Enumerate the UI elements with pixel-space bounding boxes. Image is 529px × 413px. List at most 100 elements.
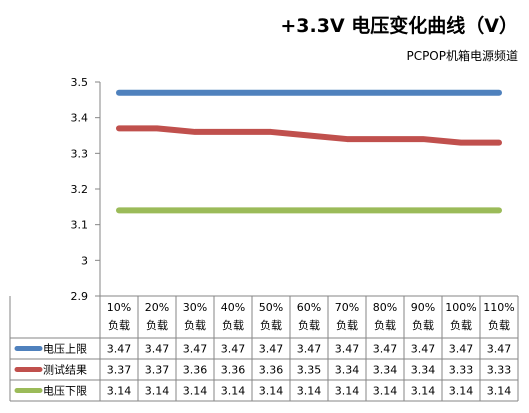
x-category-label: 70% xyxy=(335,301,359,314)
data-point xyxy=(384,138,386,140)
x-category-label: 负载 xyxy=(374,318,396,332)
series-lines xyxy=(116,89,502,214)
data-table: 10% 负载 20% 负载 30% 负载 40% 负载 50% 负载 60% 负载 70% 负载 80% 负载… xyxy=(9,296,519,402)
x-category-label: 100% xyxy=(445,301,476,314)
data-label: 3.47 xyxy=(335,343,360,356)
data-label: 3.47 xyxy=(259,343,284,356)
data-point xyxy=(156,209,158,212)
y-tick-label: 3.5 xyxy=(71,76,89,89)
data-label: 3.34 xyxy=(373,364,398,377)
data-label: 3.47 xyxy=(145,343,170,356)
y-tick-label: 3 xyxy=(81,254,88,267)
x-category-label: 80% xyxy=(373,301,397,314)
x-category-label: 负载 xyxy=(412,318,434,332)
x-category-label: 负载 xyxy=(336,318,358,332)
x-category-label: 10% xyxy=(107,301,131,314)
data-label: 3.47 xyxy=(297,343,322,356)
data-label: 3.36 xyxy=(259,364,284,377)
data-point xyxy=(118,127,120,130)
y-tick-label: 2.9 xyxy=(71,290,89,303)
x-category-label: 110% xyxy=(483,301,514,314)
data-label: 3.14 xyxy=(297,385,322,398)
data-point xyxy=(498,141,500,144)
data-point xyxy=(384,91,386,94)
y-tick-label: 3.3 xyxy=(71,147,89,160)
data-point xyxy=(422,91,424,94)
data-point xyxy=(498,91,500,94)
chart-title: +3.3V 电压变化曲线（V） xyxy=(280,14,518,37)
data-point xyxy=(308,134,310,137)
data-point xyxy=(156,91,158,94)
data-label: 3.34 xyxy=(411,364,436,377)
data-point xyxy=(156,127,158,130)
x-category-label: 负载 xyxy=(488,318,510,332)
data-label: 3.35 xyxy=(297,364,322,377)
data-point xyxy=(194,131,196,133)
data-label: 3.14 xyxy=(145,385,170,398)
data-point xyxy=(194,209,196,212)
data-point xyxy=(346,91,348,94)
data-label: 3.47 xyxy=(449,343,474,356)
data-point xyxy=(270,209,272,212)
data-point xyxy=(384,209,386,212)
data-label: 3.47 xyxy=(373,343,398,356)
data-point xyxy=(346,138,348,140)
legend-label: 电压下限 xyxy=(43,385,87,398)
legend-label: 测试结果 xyxy=(43,364,87,377)
x-category-label: 负载 xyxy=(222,318,244,332)
data-label: 3.33 xyxy=(487,364,512,377)
x-category-label: 50% xyxy=(259,301,283,314)
x-category-label: 60% xyxy=(297,301,321,314)
x-category-label: 90% xyxy=(411,301,435,314)
data-label: 3.47 xyxy=(411,343,436,356)
data-point xyxy=(270,131,272,133)
data-point xyxy=(194,91,196,94)
data-label: 3.36 xyxy=(221,364,246,377)
data-point xyxy=(346,209,348,212)
x-category-label: 负载 xyxy=(184,318,206,332)
data-label: 3.14 xyxy=(335,385,360,398)
data-label: 3.34 xyxy=(335,364,360,377)
y-tick-label: 3.2 xyxy=(71,183,89,196)
data-label: 3.47 xyxy=(183,343,208,356)
data-label: 3.33 xyxy=(449,364,474,377)
data-point xyxy=(498,209,500,212)
data-label: 3.14 xyxy=(449,385,474,398)
chart-subtitle: PCPOP机箱电源频道 xyxy=(406,48,518,63)
data-point xyxy=(422,138,424,140)
x-category-label: 负载 xyxy=(260,318,282,332)
x-category-label: 负载 xyxy=(108,318,130,332)
data-point xyxy=(232,209,234,212)
data-label: 3.37 xyxy=(145,364,170,377)
data-point xyxy=(460,209,462,212)
x-category-label: 负载 xyxy=(298,318,320,332)
data-label: 3.14 xyxy=(259,385,284,398)
data-point xyxy=(232,131,234,133)
data-point xyxy=(308,91,310,94)
y-tick-label: 3.1 xyxy=(71,219,89,232)
data-label: 3.47 xyxy=(107,343,132,356)
data-point xyxy=(118,91,120,94)
data-point xyxy=(270,91,272,94)
x-category-label: 负载 xyxy=(450,318,472,332)
data-label: 3.14 xyxy=(183,385,208,398)
data-point xyxy=(308,209,310,212)
x-category-label: 40% xyxy=(221,301,245,314)
data-label: 3.47 xyxy=(221,343,246,356)
x-category-label: 20% xyxy=(145,301,169,314)
data-point xyxy=(422,209,424,212)
data-point xyxy=(460,141,462,144)
data-label: 3.14 xyxy=(107,385,132,398)
data-point xyxy=(460,91,462,94)
data-point xyxy=(232,91,234,94)
data-label: 3.37 xyxy=(107,364,132,377)
y-tick-label: 3.4 xyxy=(71,112,89,125)
legend-label: 电压上限 xyxy=(43,343,87,356)
data-label: 3.47 xyxy=(487,343,512,356)
data-label: 3.14 xyxy=(411,385,436,398)
x-category-label: 负载 xyxy=(146,318,168,332)
data-label: 3.14 xyxy=(487,385,512,398)
y-axis-ticks: 3.5 3.4 3.3 3.2 3.1 3 2.9 xyxy=(71,76,100,303)
